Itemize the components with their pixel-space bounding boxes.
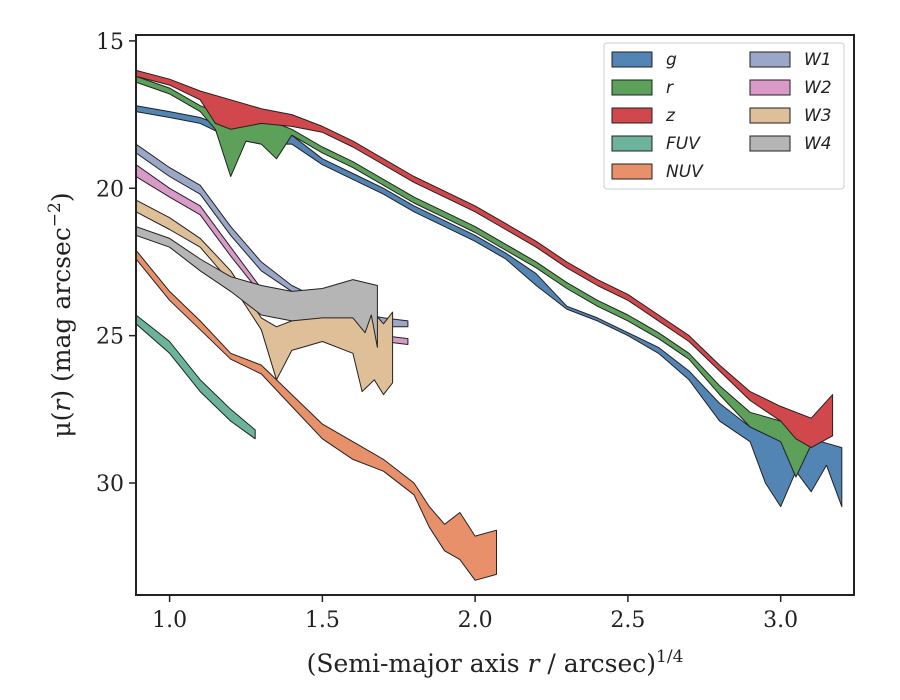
legend-entry-W4: W4 xyxy=(749,134,832,154)
y-tick-label: 15 xyxy=(96,30,124,55)
axis-ticks: 1.0 1.5 2.0 2.5 3.0 15 20 25 30 xyxy=(96,30,798,633)
legend-entry-W1: W1 xyxy=(749,50,832,70)
band-r xyxy=(136,75,812,478)
legend-entry-W3: W3 xyxy=(749,106,832,126)
legend-swatch xyxy=(611,135,653,152)
band-z xyxy=(136,69,834,449)
y-tick-label: 25 xyxy=(96,325,124,350)
band-W4 xyxy=(136,226,378,348)
plot-frame xyxy=(135,34,855,596)
legend-swatch xyxy=(611,79,653,96)
legend-label: W2 xyxy=(804,78,832,98)
legend-entry-g: g xyxy=(611,50,677,70)
x-tick-label: 1.5 xyxy=(305,608,340,633)
x-tick-label: 2.5 xyxy=(610,608,645,633)
legend-label: r xyxy=(666,78,674,98)
legend-label: z xyxy=(665,106,676,126)
band-W2 xyxy=(136,164,409,345)
y-axis-label: μ(r) (mag arcsec−2) xyxy=(45,192,76,437)
legend-entry-z: z xyxy=(611,106,676,126)
y-tick-label: 30 xyxy=(96,472,124,497)
band-FUV xyxy=(136,314,256,440)
band-W1 xyxy=(136,143,409,328)
legend: grz FUV NUV W1 W2 W3 W4 xyxy=(603,42,845,190)
x-tick-label: 1.0 xyxy=(152,608,187,633)
band-g xyxy=(136,105,843,508)
legend-swatch xyxy=(749,51,791,68)
x-tick-label: 3.0 xyxy=(763,608,798,633)
legend-label: W4 xyxy=(804,134,832,154)
x-axis-label: (Semi-major axis r / arcsec)1/4 xyxy=(307,647,684,678)
legend-swatch xyxy=(749,107,791,124)
x-tick-label: 2.0 xyxy=(458,608,493,633)
legend-label: W3 xyxy=(804,106,832,126)
legend-swatch xyxy=(749,79,791,96)
legend-entry-FUV: FUV xyxy=(611,134,701,154)
series-bands xyxy=(136,69,843,581)
legend-label: g xyxy=(666,50,677,70)
band-NUV xyxy=(136,249,497,581)
legend-label: FUV xyxy=(666,134,701,154)
legend-label: W1 xyxy=(804,50,832,70)
legend-entry-W2: W2 xyxy=(749,78,832,98)
legend-swatch xyxy=(611,51,653,68)
legend-entry-NUV: NUV xyxy=(611,162,704,182)
legend-entry-r: r xyxy=(611,78,674,98)
legend-label: NUV xyxy=(666,162,704,182)
legend-swatch xyxy=(611,163,653,180)
legend-swatch xyxy=(749,135,791,152)
legend-swatch xyxy=(611,107,653,124)
y-tick-label: 20 xyxy=(96,177,124,202)
